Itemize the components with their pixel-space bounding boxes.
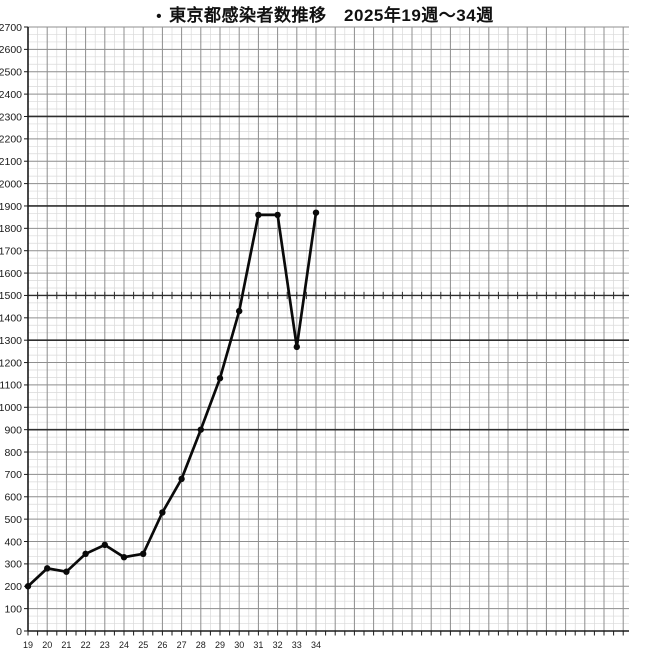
y-axis-tick-label: 300: [4, 559, 22, 571]
data-point: [178, 475, 185, 483]
x-axis-labels: 19 20 21 22 23 24 25 26 27 28 29 30 31 32 33 34: [23, 640, 321, 650]
y-axis-tick-label: 1200: [0, 357, 22, 369]
y-axis-tick-label: 800: [4, 447, 22, 459]
y-axis-tick-label: 1400: [0, 313, 22, 325]
x-axis-tick-label: 31: [253, 640, 263, 650]
data-point: [274, 211, 281, 219]
y-axis-tick-label: 2500: [0, 67, 22, 79]
x-axis-tick-label: 28: [196, 640, 206, 650]
y-axis-tick-label: 1300: [0, 335, 22, 347]
data-point: [24, 583, 32, 590]
y-axis-tick-label: 900: [4, 424, 22, 436]
y-axis-tick-label: 2400: [0, 89, 22, 101]
chart-title-text: 東京都感染者数推移 2025年19週～34週: [169, 6, 494, 25]
series-東京都感染者数: [24, 209, 320, 590]
y-axis-tick-label: 1000: [0, 402, 22, 414]
data-point: [101, 541, 109, 549]
y-axis-tick-label: 0: [16, 626, 22, 638]
x-axis-tick-label: 26: [157, 640, 167, 650]
y-axis-tick-label: 1500: [0, 290, 22, 302]
data-point: [255, 211, 262, 219]
data-point: [120, 553, 128, 561]
grid-minor: [27, 26, 629, 632]
data-point: [159, 509, 166, 516]
series-line: [27, 212, 318, 588]
x-axis-tick-label: 34: [311, 640, 321, 650]
y-axis-tick-label: 1700: [0, 246, 22, 258]
y-axis-tick-label: 2700: [0, 22, 22, 34]
data-point: [293, 343, 300, 351]
data-point: [63, 568, 70, 575]
grid-strong: [27, 115, 629, 431]
x-axis-tick-label: 24: [119, 640, 129, 650]
y-axis-tick-label: 2100: [0, 156, 22, 168]
grid-major: [27, 26, 629, 632]
y-axis-tick-label: 1800: [0, 223, 22, 235]
y-axis-tick-label: 2300: [0, 111, 22, 123]
y-axis-tick-label: 1600: [0, 268, 22, 280]
y-axis-labels: 0 100 200 300 400 500 600 700 800 900 1000 1100 1200…: [0, 22, 22, 638]
x-axis-tick-label: 20: [42, 640, 52, 650]
y-axis-tick-label: 1100: [0, 380, 22, 392]
x-axis-tick-label: 33: [292, 640, 302, 650]
y-axis-tick-label: 1900: [0, 201, 22, 213]
x-axis-tick-label: 25: [138, 640, 148, 650]
y-axis-tick-label: 2600: [0, 44, 22, 56]
x-axis-tick-label: 22: [81, 640, 91, 650]
x-axis-tick-label: 23: [100, 640, 110, 650]
data-point: [140, 550, 147, 558]
y-axis-tick-label: 2200: [0, 134, 22, 146]
chart-title: • 東京都感染者数推移 2025年19週～34週: [0, 1, 650, 26]
x-axis-tick-label: 27: [177, 640, 187, 650]
y-axis-tick-label: 2000: [0, 178, 22, 190]
y-axis-tick-label: 400: [4, 536, 22, 548]
data-point: [312, 209, 320, 216]
data-point: [197, 426, 204, 433]
x-axis-tick-label: 21: [61, 640, 71, 650]
x-axis-tick-label: 29: [215, 640, 225, 650]
x-axis-tick-label: 32: [273, 640, 283, 650]
x-axis-tick-label: 19: [23, 640, 33, 650]
data-point: [216, 375, 224, 382]
data-point: [44, 565, 51, 572]
data-point: [82, 550, 89, 558]
y-axis-tick-label: 500: [4, 514, 22, 526]
bullet-icon: •: [156, 8, 163, 25]
y-axis-tick-label: 700: [4, 469, 22, 481]
y-axis-tick-label: 200: [4, 581, 22, 593]
x-axis-tick-label: 30: [234, 640, 244, 650]
y-axis-tick-label: 100: [4, 603, 22, 615]
data-point: [236, 307, 243, 315]
y-axis-tick-label: 600: [4, 492, 22, 504]
